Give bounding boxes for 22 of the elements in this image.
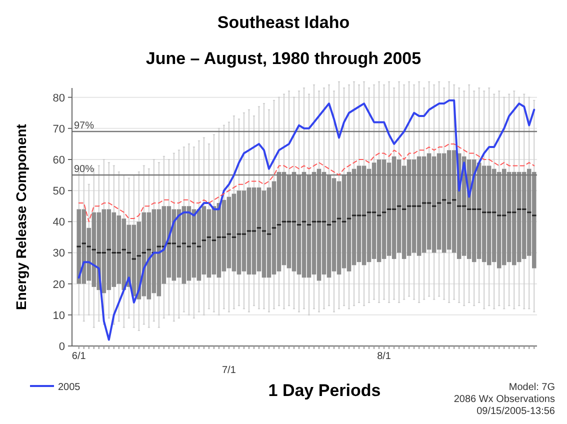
text: Model: 7G — [508, 382, 556, 393]
y-axis-title: Energy Release Component — [13, 124, 29, 310]
y-tick-label: 50 — [52, 186, 65, 198]
x-tick-label: 6/1 — [72, 351, 86, 362]
annotation: 97% — [74, 120, 94, 132]
y-tick-label: 80 — [52, 92, 65, 104]
chart-subtitle: June – August, 1980 through 2005 — [146, 49, 422, 68]
chart-title: Southeast Idaho — [217, 13, 350, 32]
legend-label: 2005 — [58, 382, 81, 393]
x-axis-title: 1 Day Periods — [268, 381, 381, 400]
y-tick-label: 0 — [58, 341, 65, 353]
x-tick-label: 8/1 — [377, 351, 392, 362]
text: 2086 Wx Observations — [454, 394, 555, 405]
y-tick-label: 10 — [52, 310, 65, 322]
x-tick-label: 7/1 — [222, 365, 236, 376]
y-tick-label: 60 — [52, 154, 65, 166]
text: 09/15/2005-13:56 — [476, 406, 556, 417]
y-tick-label: 20 — [52, 278, 65, 291]
y-tick-label: 70 — [52, 123, 65, 136]
y-tick-label: 30 — [52, 248, 65, 260]
y-tick-label: 40 — [52, 216, 65, 229]
annotation: 90% — [74, 164, 94, 176]
